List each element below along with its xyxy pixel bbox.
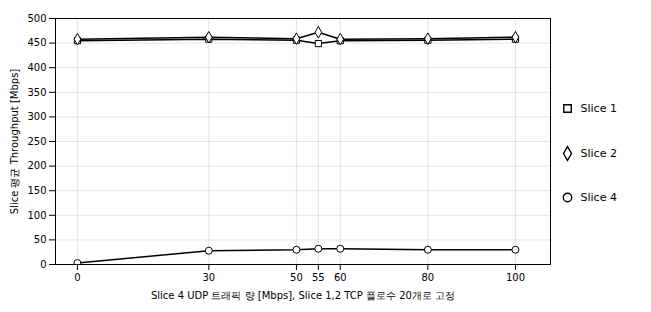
svg-text:80: 80 — [421, 272, 434, 283]
svg-text:0: 0 — [40, 259, 46, 270]
svg-text:150: 150 — [27, 185, 46, 196]
svg-text:500: 500 — [27, 13, 46, 24]
svg-text:450: 450 — [27, 37, 46, 48]
svg-text:350: 350 — [27, 87, 46, 98]
svg-text:30: 30 — [202, 272, 215, 283]
svg-text:Slice 평균 Throughput [Mbps]: Slice 평균 Throughput [Mbps] — [9, 69, 20, 215]
svg-text:300: 300 — [27, 111, 46, 122]
svg-text:50: 50 — [290, 272, 303, 283]
svg-text:200: 200 — [27, 160, 46, 171]
svg-text:400: 400 — [27, 62, 46, 73]
svg-text:Slice 4 UDP 트래픽 량 [Mbps], Slic: Slice 4 UDP 트래픽 량 [Mbps], Slice 1,2 TCP … — [151, 290, 455, 301]
svg-text:100: 100 — [27, 210, 46, 221]
html-text:Slice 2: Slice 2 — [580, 146, 617, 160]
svg-text:55: 55 — [312, 272, 325, 283]
html-text:Slice 4: Slice 4 — [580, 191, 617, 205]
svg-text:100: 100 — [506, 272, 525, 283]
svg-text:0: 0 — [74, 272, 80, 283]
html-text:Slice 1: Slice 1 — [580, 102, 617, 116]
svg-text:250: 250 — [27, 136, 46, 147]
svg-text:60: 60 — [334, 272, 347, 283]
svg-text:50: 50 — [34, 234, 47, 245]
